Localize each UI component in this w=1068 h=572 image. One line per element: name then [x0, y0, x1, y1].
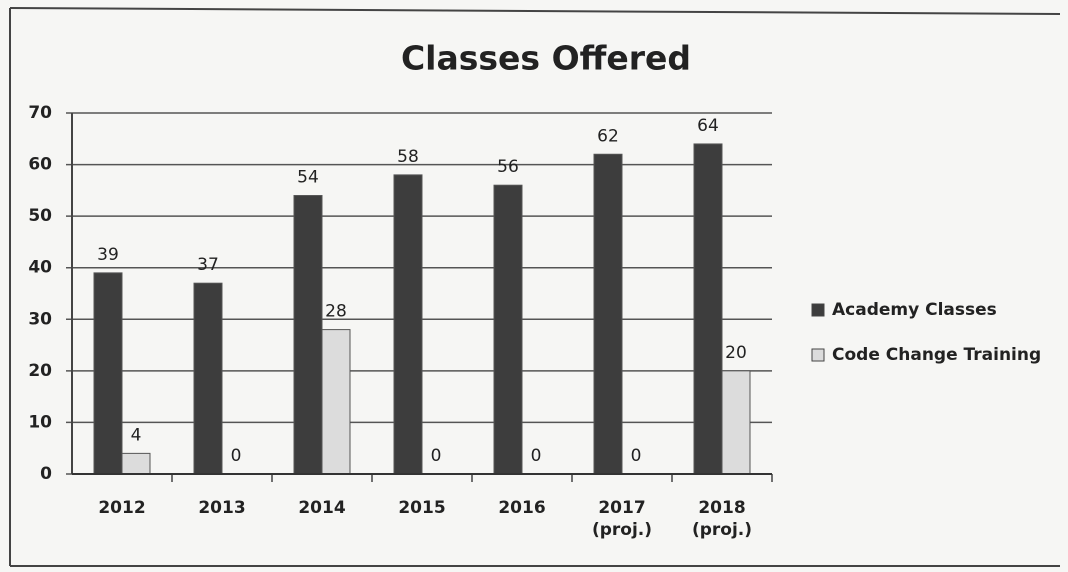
data-label: 54: [297, 168, 319, 188]
legend-label: Code Change Training: [832, 345, 1041, 365]
y-tick-label: 60: [28, 155, 52, 175]
data-label: 0: [531, 446, 542, 466]
x-tick-label: 2016: [498, 498, 545, 518]
data-label: 64: [697, 116, 719, 136]
x-tick-label: 2012: [98, 498, 145, 518]
y-tick-label: 40: [28, 258, 52, 278]
data-label: 58: [397, 147, 419, 167]
data-label: 56: [497, 157, 519, 177]
data-label: 0: [431, 446, 442, 466]
bar: [321, 329, 351, 475]
chart-title: Classes Offered: [401, 39, 691, 78]
data-label: 4: [131, 425, 142, 445]
bar: [293, 195, 323, 475]
bar: [193, 282, 223, 475]
data-label: 37: [197, 255, 219, 275]
y-tick-label: 50: [28, 206, 52, 226]
frame-top: [9, 7, 1061, 15]
x-tick-label-line: 2017: [598, 498, 645, 518]
legend-label: Academy Classes: [832, 300, 997, 320]
y-tick-label: 30: [28, 309, 52, 329]
bar: [393, 174, 423, 475]
x-tick-label-line: (proj.): [592, 520, 652, 540]
bar: [693, 143, 723, 475]
x-tick-label-line: (proj.): [692, 520, 752, 540]
y-tick-label: 20: [28, 361, 52, 381]
bar: [593, 153, 623, 475]
x-tick-label: 2013: [198, 498, 245, 518]
legend-swatch: [811, 348, 825, 362]
data-label: 0: [631, 446, 642, 466]
data-label: 20: [725, 343, 747, 363]
legend-swatch: [811, 303, 825, 317]
bar: [121, 452, 151, 475]
data-label: 62: [597, 126, 619, 146]
x-tick-label: 2018 (proj.): [692, 498, 752, 540]
bar: [721, 370, 751, 475]
y-tick-label: 10: [28, 412, 52, 432]
bar: [93, 272, 123, 475]
x-tick-label: 2017 (proj.): [592, 498, 652, 540]
data-label: 28: [325, 302, 347, 322]
x-tick-label: 2014: [298, 498, 345, 518]
x-tick-label-line: 2018: [698, 498, 745, 518]
y-tick-label: 0: [40, 464, 52, 484]
x-tick-label: 2015: [398, 498, 445, 518]
y-tick-label: 70: [28, 103, 52, 123]
data-label: 39: [97, 245, 119, 265]
bar: [493, 184, 523, 475]
data-label: 0: [231, 446, 242, 466]
